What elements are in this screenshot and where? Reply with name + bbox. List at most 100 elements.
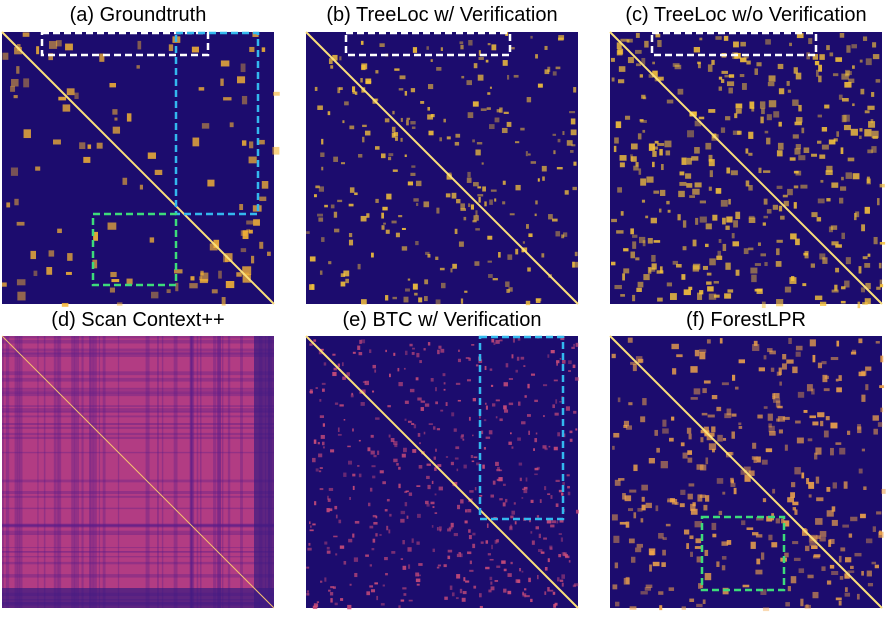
heatmap-blob bbox=[708, 443, 717, 451]
heatmap-blob bbox=[321, 382, 326, 385]
heatmap-blob bbox=[682, 452, 688, 459]
heatmap-blob bbox=[537, 178, 540, 182]
heatmap-blob bbox=[525, 595, 530, 598]
heatmap-blob bbox=[55, 40, 62, 47]
heatmap-blob bbox=[865, 366, 872, 371]
heatmap-blob bbox=[490, 494, 495, 498]
heatmap-blob bbox=[445, 193, 451, 198]
heatmap-blob bbox=[415, 241, 419, 246]
heatmap-blob bbox=[484, 402, 487, 405]
heatmap-band bbox=[117, 336, 120, 608]
heatmap-blob bbox=[433, 456, 436, 460]
heatmap-blob bbox=[687, 130, 695, 138]
heatmap-blob bbox=[628, 538, 635, 544]
heatmap-blob bbox=[787, 89, 792, 93]
heatmap-blob bbox=[360, 78, 363, 83]
heatmap-blob bbox=[229, 122, 234, 128]
heatmap-blob bbox=[223, 254, 228, 263]
heatmap-blob bbox=[681, 274, 686, 280]
heatmap-blob bbox=[522, 488, 526, 491]
heatmap-blob bbox=[569, 430, 573, 434]
heatmap-blob bbox=[689, 598, 695, 603]
heatmap-blob bbox=[552, 218, 558, 222]
heatmap-blob bbox=[223, 97, 232, 101]
heatmap-blob bbox=[488, 274, 493, 278]
heatmap-blob bbox=[801, 529, 808, 536]
heatmap-blob bbox=[13, 95, 18, 99]
heatmap-blob bbox=[374, 369, 377, 373]
heatmap-blob bbox=[423, 348, 426, 351]
heatmap-blob bbox=[751, 456, 758, 460]
heatmap-blob bbox=[629, 489, 637, 493]
heatmap-blob bbox=[676, 264, 682, 268]
heatmap-blob bbox=[416, 541, 420, 545]
heatmap-blob bbox=[11, 78, 19, 87]
heatmap-blob bbox=[708, 186, 712, 191]
heatmap-blob bbox=[544, 45, 548, 50]
heatmap-blob bbox=[807, 574, 814, 579]
heatmap-blob bbox=[706, 281, 712, 285]
heatmap-blob bbox=[793, 185, 799, 189]
heatmap-blob bbox=[92, 259, 98, 269]
heatmap-blob bbox=[491, 44, 497, 51]
heatmap-blob bbox=[437, 564, 442, 567]
heatmap-blob bbox=[354, 91, 358, 95]
heatmap-blob bbox=[625, 425, 633, 430]
heatmap-blob bbox=[556, 362, 558, 366]
heatmap-blob bbox=[317, 105, 323, 110]
heatmap-blob bbox=[821, 144, 829, 150]
heatmap-blob bbox=[845, 70, 852, 76]
heatmap-blob bbox=[505, 281, 510, 287]
heatmap-blob bbox=[507, 254, 513, 260]
heatmap-blob bbox=[519, 567, 522, 572]
heatmap-blob bbox=[572, 261, 579, 268]
heatmap-blob bbox=[651, 254, 656, 262]
heatmap-blob bbox=[434, 467, 437, 471]
heatmap-blob bbox=[517, 337, 521, 341]
heatmap-blob bbox=[447, 528, 451, 532]
heatmap-blob bbox=[561, 582, 564, 587]
heatmap-blob bbox=[522, 593, 527, 597]
heatmap-blob bbox=[867, 582, 874, 587]
heatmap-blob bbox=[639, 74, 643, 78]
heatmap-blob bbox=[418, 465, 423, 469]
heatmap-blob bbox=[379, 533, 382, 536]
heatmap-blob bbox=[407, 420, 412, 423]
heatmap-blob bbox=[795, 345, 803, 351]
heatmap-blob bbox=[479, 494, 483, 497]
heatmap-blob bbox=[662, 419, 667, 427]
heatmap-blob bbox=[505, 498, 508, 503]
heatmap-blob bbox=[877, 198, 880, 206]
heatmap-blob bbox=[527, 383, 530, 389]
heatmap-blob bbox=[528, 430, 530, 435]
heatmap-blob bbox=[784, 444, 788, 451]
heatmap-blob bbox=[511, 510, 516, 515]
heatmap-blob bbox=[137, 40, 142, 50]
heatmap-blob bbox=[873, 428, 878, 435]
heatmap-blob bbox=[860, 88, 865, 95]
heatmap-blob bbox=[763, 406, 768, 409]
heatmap-blob bbox=[792, 134, 799, 139]
heatmap-blob bbox=[473, 456, 478, 459]
heatmap-blob bbox=[828, 226, 833, 233]
heatmap-blob bbox=[619, 521, 627, 525]
heatmap-blob bbox=[806, 478, 810, 485]
heatmap-blob bbox=[372, 390, 375, 393]
heatmap-blob bbox=[527, 267, 531, 272]
heatmap-blob bbox=[353, 557, 359, 562]
heatmap-blob bbox=[756, 288, 763, 294]
heatmap-blob bbox=[699, 351, 706, 360]
heatmap-blob bbox=[567, 491, 571, 496]
heatmap-blob bbox=[327, 111, 331, 116]
heatmap-blob bbox=[858, 338, 863, 344]
heatmap-blob bbox=[824, 104, 830, 109]
heatmap-blob bbox=[175, 282, 179, 292]
heatmap-blob bbox=[309, 256, 316, 262]
heatmap-blob bbox=[415, 572, 420, 577]
heatmap-blob bbox=[507, 573, 512, 577]
heatmap-band bbox=[240, 336, 243, 608]
heatmap-blob bbox=[99, 53, 105, 62]
heatmap-blob bbox=[408, 492, 413, 496]
heatmap-blob bbox=[467, 112, 474, 119]
heatmap-band bbox=[77, 336, 79, 608]
